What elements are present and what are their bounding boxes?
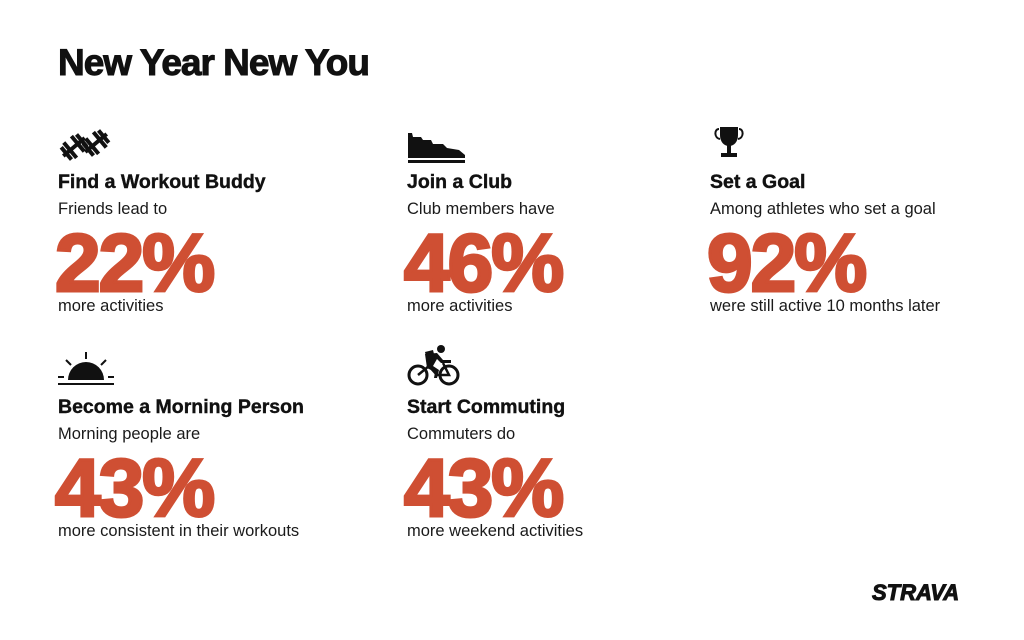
card-footer: were still active 10 months later	[710, 297, 941, 315]
card-subtitle: Friends lead to	[58, 200, 168, 218]
card-percentage: 46%	[402, 218, 565, 309]
page-title: New Year New You	[58, 42, 371, 84]
card-subtitle: Commuters do	[407, 425, 516, 443]
card-footer: more consistent in their workouts	[58, 522, 300, 540]
card-percentage: 43%	[402, 443, 565, 534]
card-title: Start Commuting	[407, 396, 566, 418]
card-title: Join a Club	[407, 171, 513, 193]
cyclist-icon	[407, 345, 460, 386]
card-percentage: 22%	[53, 218, 216, 309]
card-subtitle: Morning people are	[58, 425, 201, 443]
card-footer: more activities	[407, 297, 513, 315]
trophy-icon	[714, 127, 744, 157]
card-footer: more weekend activities	[407, 522, 584, 540]
card-percentage: 92%	[705, 218, 868, 309]
strava-logo: STRAVA	[871, 580, 960, 606]
card-title: Become a Morning Person	[58, 396, 304, 418]
dumbbell-icon	[59, 129, 111, 161]
card-subtitle: Among athletes who set a goal	[710, 200, 936, 218]
card-title: Find a Workout Buddy	[58, 171, 266, 193]
card-percentage: 43%	[53, 443, 216, 534]
card-title: Set a Goal	[710, 171, 806, 193]
sunrise-icon	[58, 352, 114, 385]
running-shoe-icon	[408, 133, 465, 163]
card-footer: more activities	[58, 297, 164, 315]
card-subtitle: Club members have	[407, 200, 555, 218]
